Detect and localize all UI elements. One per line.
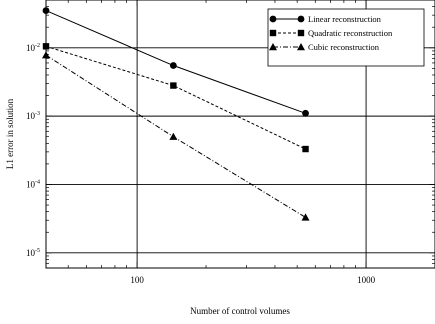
legend-label: Quadratic reconstruction	[308, 28, 393, 38]
y-tick-label: 10-3	[26, 111, 40, 121]
legend: Linear reconstruction Quadratic reconstru…	[267, 8, 425, 67]
data-point-circle	[42, 7, 50, 14]
y-tick-label: 10-4	[26, 179, 40, 189]
legend-marker	[297, 15, 305, 23]
y-tick-label: 10-5	[26, 248, 40, 258]
legend-label: Linear reconstruction	[308, 14, 382, 24]
legend-marker	[269, 43, 277, 51]
legend-marker	[269, 29, 277, 37]
x-tick-label: 100	[130, 275, 144, 285]
series-markers	[42, 7, 310, 221]
data-point-square	[170, 82, 177, 89]
series-lines	[45, 10, 306, 218]
legend-marker	[297, 29, 305, 37]
data-point-square	[302, 145, 309, 153]
data-point-circle	[302, 109, 309, 117]
y-tick-marks	[46, 0, 435, 269]
data-point-square	[42, 43, 50, 50]
x-tick-label: 1000	[357, 275, 376, 285]
legend-label: Cubic reconstruction	[308, 42, 380, 52]
y-tick-label: 10-2	[26, 43, 40, 53]
data-point-circle	[169, 62, 177, 69]
y-axis-label: L1 error in solution	[5, 98, 15, 169]
plot-frame	[45, 0, 435, 269]
series-line-circle	[45, 10, 306, 114]
legend-marker	[269, 15, 277, 23]
series-line-square	[45, 45, 306, 150]
data-point-triangle	[301, 213, 310, 221]
x-tick-labels: 100 1000	[130, 275, 375, 285]
data-point-triangle	[42, 51, 50, 59]
y-tick-labels: 10-2 10-3 10-4 10-5	[26, 43, 40, 258]
series-line-triangle	[45, 54, 306, 218]
data-point-triangle	[169, 132, 178, 140]
x-axis-label: Number of control volumes	[190, 306, 290, 316]
x-tick-marks	[45, 0, 435, 268]
legend-marker	[297, 43, 305, 51]
